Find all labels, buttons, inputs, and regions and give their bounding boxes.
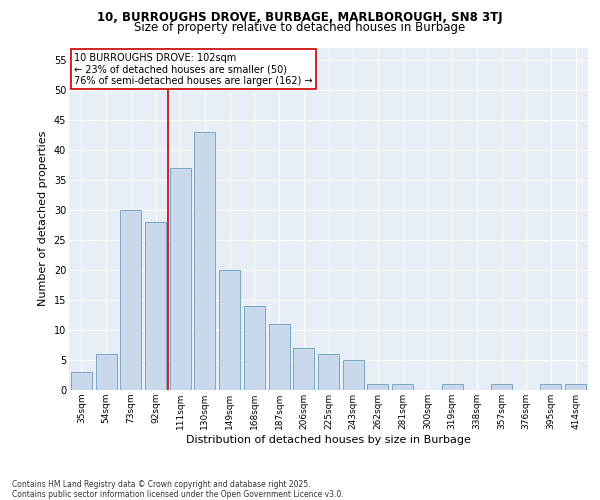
Bar [491,384,512,390]
Text: 10, BURROUGHS DROVE, BURBAGE, MARLBOROUGH, SN8 3TJ: 10, BURROUGHS DROVE, BURBAGE, MARLBOROUG… [97,11,503,24]
Bar [95,354,116,390]
Text: Contains HM Land Registry data © Crown copyright and database right 2025.
Contai: Contains HM Land Registry data © Crown c… [12,480,344,499]
Bar [120,210,141,390]
Bar [392,384,413,390]
Bar [343,360,364,390]
Bar [367,384,388,390]
Y-axis label: Number of detached properties: Number of detached properties [38,131,48,306]
Bar [219,270,240,390]
Bar [244,306,265,390]
Bar [541,384,562,390]
Bar [145,222,166,390]
Bar [442,384,463,390]
X-axis label: Distribution of detached houses by size in Burbage: Distribution of detached houses by size … [186,434,471,444]
Bar [170,168,191,390]
Bar [269,324,290,390]
Bar [318,354,339,390]
Bar [194,132,215,390]
Bar [565,384,586,390]
Bar [71,372,92,390]
Text: Size of property relative to detached houses in Burbage: Size of property relative to detached ho… [134,21,466,34]
Text: 10 BURROUGHS DROVE: 102sqm
← 23% of detached houses are smaller (50)
76% of semi: 10 BURROUGHS DROVE: 102sqm ← 23% of deta… [74,52,313,86]
Bar [293,348,314,390]
